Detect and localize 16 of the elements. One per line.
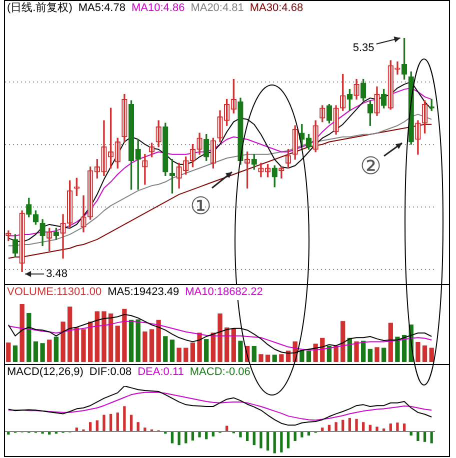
chart-title: MACD(12,26,9) [7, 365, 84, 380]
series-label: DIF:0.08 [89, 365, 132, 380]
annotation: 3.48 [46, 268, 68, 280]
text: MACD:-0.06 [190, 365, 250, 380]
text: MA5:4.78 [78, 1, 126, 16]
annotation: ① [190, 192, 212, 220]
text: MA30:4.68 [250, 1, 304, 16]
annotation: 5.35 [352, 42, 374, 54]
text: MA10:18682.22 [185, 285, 263, 300]
text: MA10:4.86 [131, 1, 185, 16]
series-label: DEA:0.11 [138, 365, 184, 380]
chart-title: (日线.前复权) [7, 1, 72, 16]
series-label: VOLUME:11301.00 [7, 285, 102, 300]
annotation: ② [360, 152, 382, 180]
series-label: MA5:19423.49 [108, 285, 180, 300]
text: MA20:4.81 [190, 1, 244, 16]
